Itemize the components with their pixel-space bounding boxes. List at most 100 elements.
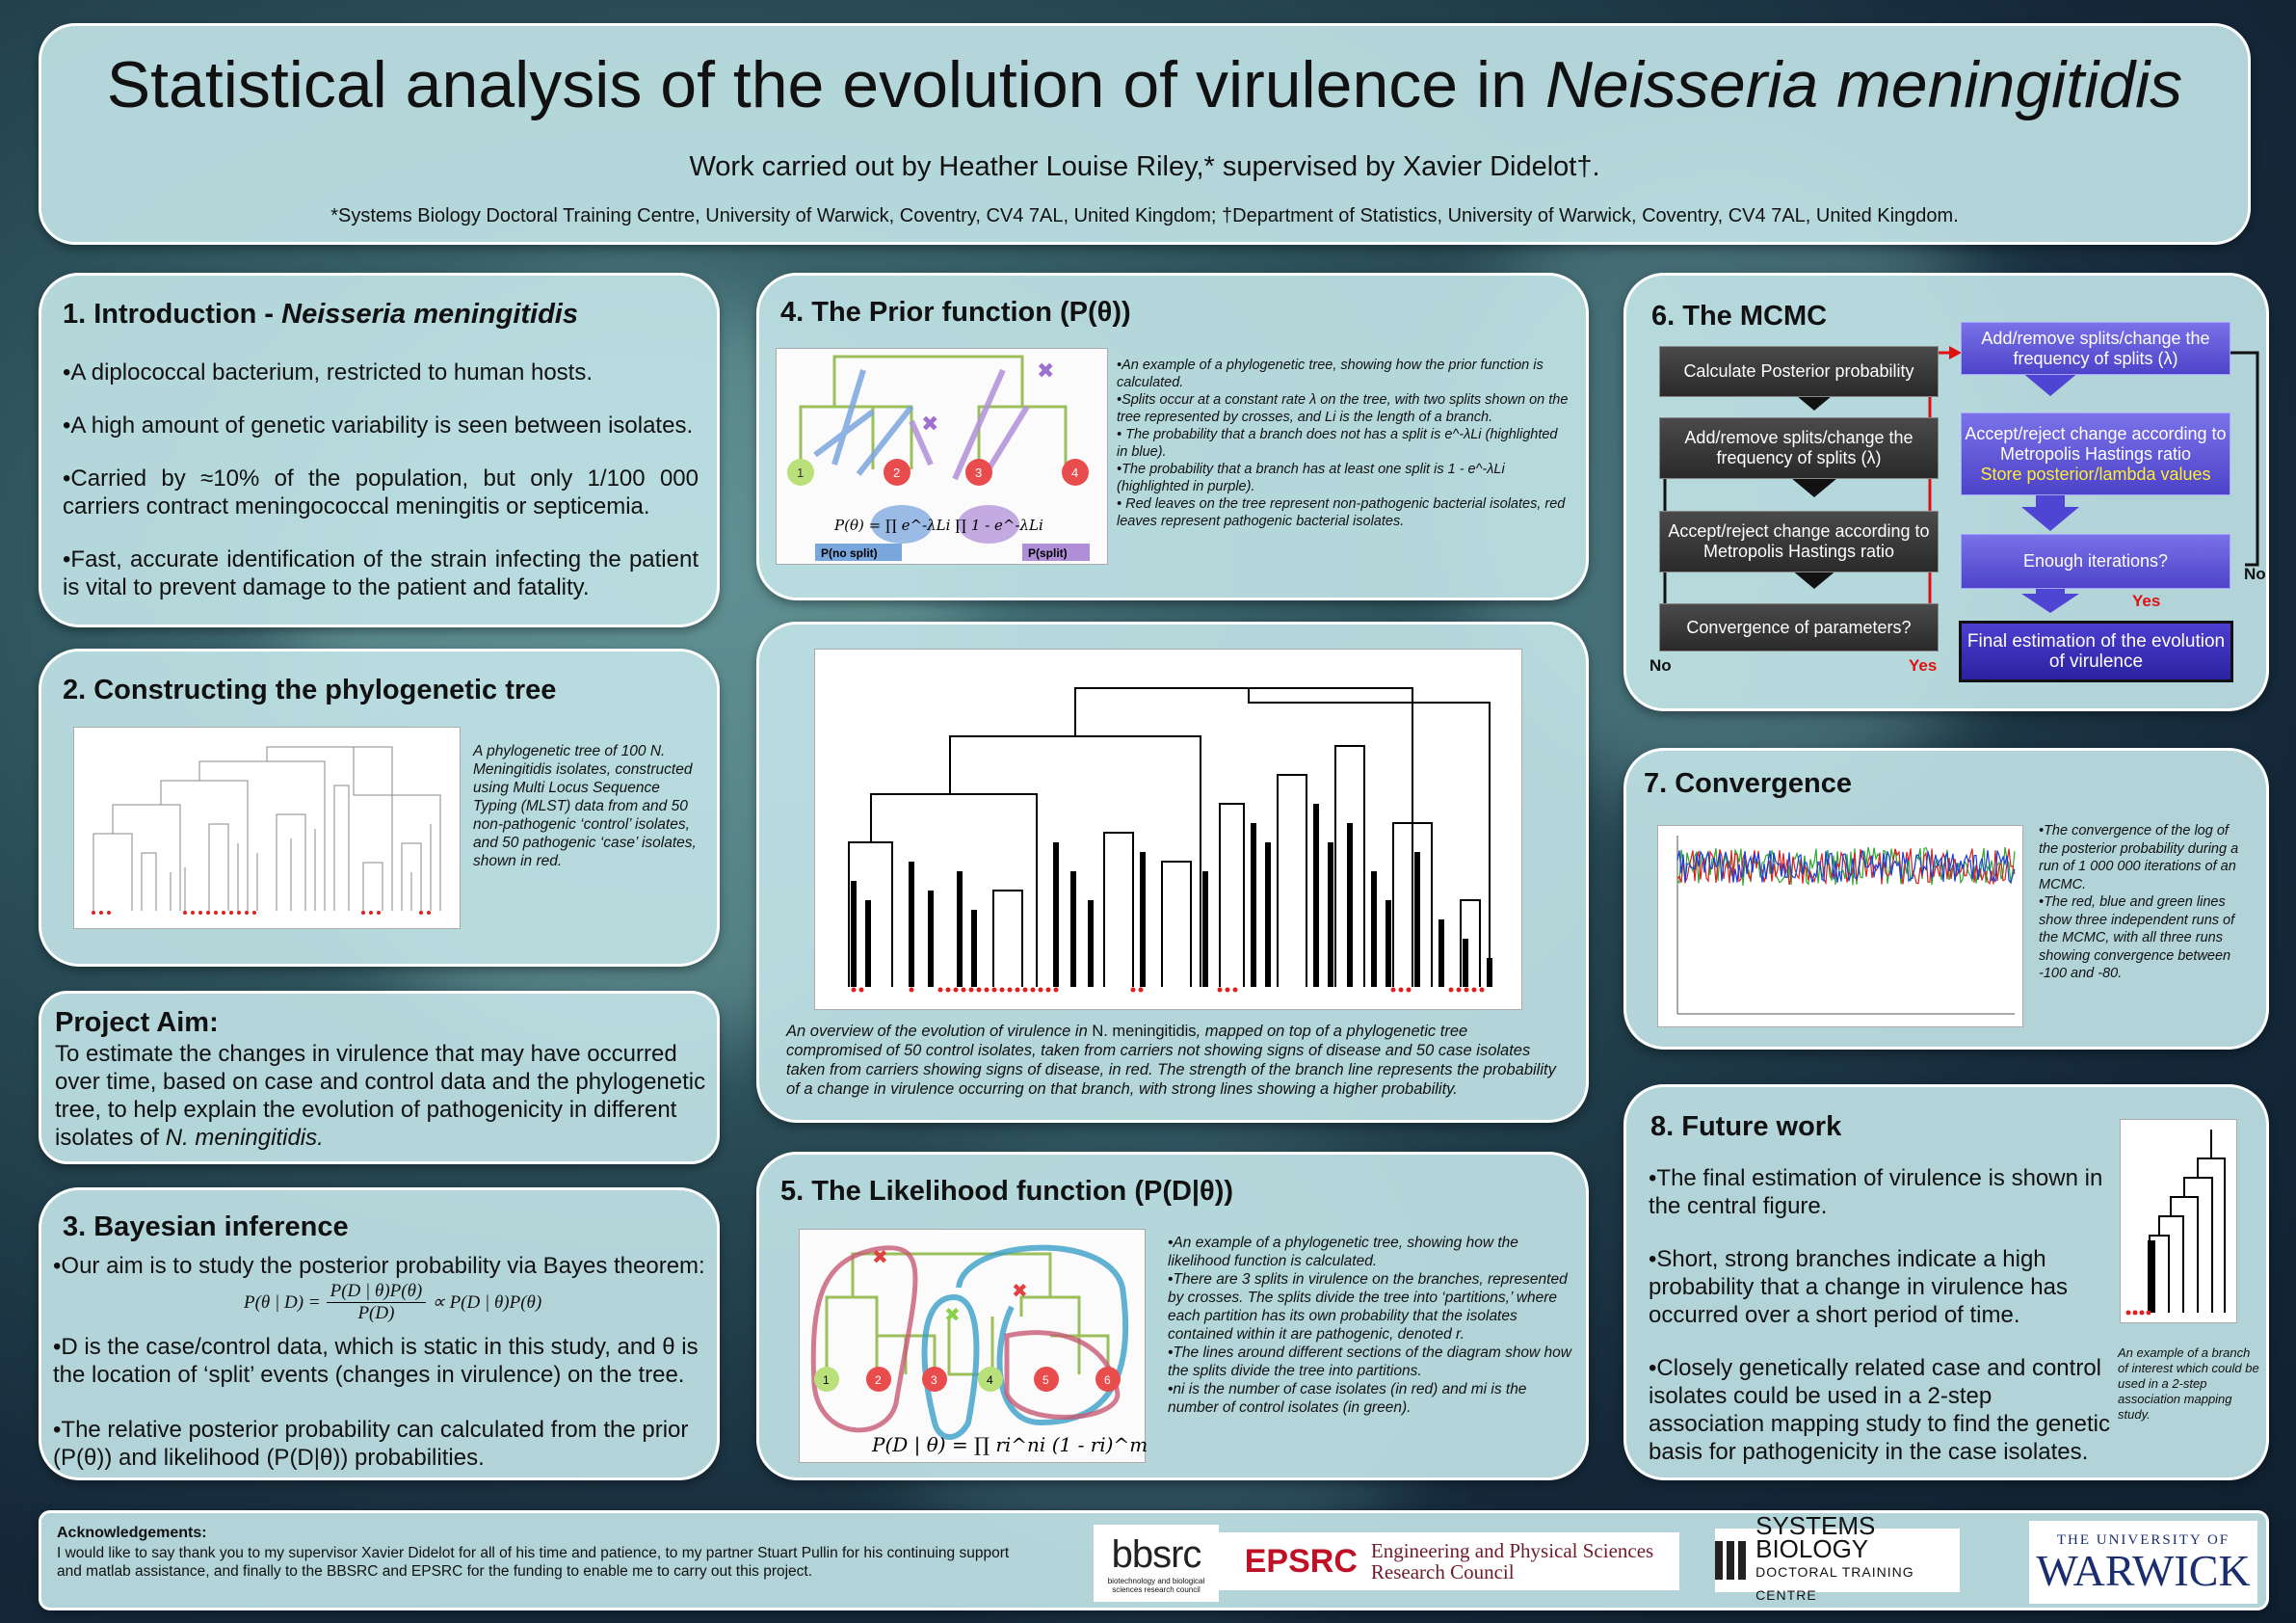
leaf-label: 1 — [823, 1373, 830, 1387]
leaf-label: 3 — [931, 1373, 937, 1387]
bayes-panel: 3. Bayesian inference •Our aim is to stu… — [39, 1187, 720, 1480]
flow-accept-right: Accept/reject change according to Metrop… — [1961, 412, 2230, 495]
bayes-line1: •Our aim is to study the posterior proba… — [53, 1253, 705, 1279]
split-cross-icon: ✖ — [1012, 1281, 1028, 1302]
warwick-logo: THE UNIVERSITY OF WARWICK — [2029, 1521, 2257, 1604]
leaf-label: 6 — [1104, 1373, 1111, 1387]
overview-panel: An overview of the evolution of virulenc… — [756, 622, 1589, 1123]
footer-panel: Acknowledgements: I would like to say th… — [39, 1510, 2269, 1610]
split-cross-icon: ✖ — [1037, 359, 1054, 383]
flow-accept-left: Accept/reject change according to Metrop… — [1659, 511, 1939, 572]
affiliations: *Systems Biology Doctoral Training Centr… — [330, 205, 1959, 226]
leaf-label: 4 — [987, 1373, 993, 1387]
convergence-svg — [1676, 836, 2016, 1015]
overview-caption: An overview of the evolution of virulenc… — [786, 1023, 1556, 1098]
mcmc-yes-left: Yes — [1909, 656, 1938, 675]
future-title: 8. Future work — [1650, 1111, 1842, 1142]
ack-text: I would like to say thank you to my supe… — [57, 1545, 1010, 1580]
flow-enough-iterations: Enough iterations? — [1961, 534, 2230, 589]
future-caption: An example of a branch of interest which… — [2118, 1345, 2259, 1422]
intro-bullet: •A high amount of genetic variability is… — [63, 412, 694, 439]
future-bullet: •The final estimation of virulence is sh… — [1649, 1165, 2103, 1219]
bayes-title: 3. Bayesian inference — [63, 1211, 349, 1242]
prior-title: 4. The Prior function (P(θ)) — [780, 297, 1131, 328]
likelihood-caption: •An example of a phylogenetic tree, show… — [1168, 1235, 1571, 1416]
flow-convergence: Convergence of parameters? — [1659, 603, 1939, 652]
intro-bullets: •A diplococcal bacterium, restricted to … — [63, 359, 699, 625]
flow-calc-posterior: Calculate Posterior probability — [1659, 346, 1939, 397]
p-split-label: P(split) — [1028, 546, 1068, 560]
leaf-4 — [1062, 459, 1089, 486]
intro-title: 1. Introduction - Neisseria meningitidis — [63, 299, 578, 330]
ack-title: Acknowledgements: — [57, 1525, 207, 1541]
intro-panel: 1. Introduction - Neisseria meningitidis… — [39, 273, 720, 627]
authors: Work carried out by Heather Louise Riley… — [689, 151, 1600, 182]
intro-bullet: •A diplococcal bacterium, restricted to … — [63, 359, 593, 386]
prior-diagram: 1 2 3 4 ✖ ✖ P(θ) = ∏ e^-λLi ∏ 1 - e^-λLi… — [776, 348, 1108, 565]
leaf-label-2: 2 — [893, 466, 900, 480]
flow-final-estimation: Final estimation of the evolution of vir… — [1959, 621, 2233, 682]
bayes-formula: P(θ | D) = P(D | θ)P(θ) P(D) ∝ P(D | θ)P… — [244, 1281, 542, 1323]
leaf-label: 2 — [875, 1373, 882, 1387]
title-text: Statistical analysis of the evolution of… — [106, 48, 1545, 121]
convergence-panel: 7. Convergence •The convergence of the l… — [1623, 748, 2269, 1050]
leaf-1 — [787, 459, 814, 486]
leaf-label: 5 — [1042, 1373, 1049, 1387]
title-italic: Neisseria meningitidis — [1544, 48, 2183, 121]
leaf-2 — [884, 459, 910, 486]
aim-panel: Project Aim: To estimate the changes in … — [39, 991, 720, 1164]
likelihood-tree-svg: ✖ ✖ ✖ 1 2 3 4 5 6 P(D | θ) = ∏ ri^ni (1 … — [810, 1244, 1154, 1457]
systems-biology-logo: SYSTEMS BIOLOGY DOCTORAL TRAINING CENTRE — [1715, 1513, 1960, 1603]
header-panel: Statistical analysis of the evolution of… — [39, 23, 2251, 245]
mcmc-no-left: No — [1649, 656, 1672, 675]
prior-panel: 4. The Prior function (P(θ)) 1 2 3 4 ✖ ✖ — [756, 273, 1589, 600]
p-no-split-label: P(no split) — [821, 546, 878, 560]
convergence-caption: •The convergence of the log of the poste… — [2039, 823, 2239, 981]
leaf-label-1: 1 — [797, 466, 804, 480]
mcmc-yes-right: Yes — [2132, 592, 2161, 610]
likelihood-formula: P(D | θ) = ∏ ri^ni (1 - ri)^mi — [871, 1433, 1147, 1457]
mcmc-title: 6. The MCMC — [1651, 301, 1828, 332]
leaf-label-3: 3 — [975, 466, 982, 480]
convergence-title: 7. Convergence — [1644, 768, 1852, 799]
mcmc-no-right: No — [2244, 565, 2266, 583]
split-cross-icon: ✖ — [944, 1305, 961, 1326]
flow-add-remove-right: Add/remove splits/change the frequency o… — [1961, 322, 2230, 375]
prior-formula: P(θ) = ∏ e^-λLi ∏ 1 - e^-λLi — [833, 517, 1043, 534]
future-bullets: •The final estimation of virulence is sh… — [1649, 1164, 2111, 1477]
sysbio-grid-icon — [1715, 1541, 1749, 1580]
future-branch-figure — [2120, 1119, 2237, 1323]
flow-add-remove-left: Add/remove splits/change the frequency o… — [1659, 417, 1939, 479]
mcmc-panel: 6. The MCMC Calculate Posterior probabil… — [1623, 273, 2269, 711]
prior-tree-svg: 1 2 3 4 ✖ ✖ P(θ) = ∏ e^-λLi ∏ 1 - e^-λLi… — [787, 355, 1090, 561]
future-bullet: •Short, strong branches indicate a high … — [1649, 1246, 2068, 1328]
constructing-title: 2. Constructing the phylogenetic tree — [63, 675, 557, 705]
intro-bullet: •Carried by ≈10% of the population, but … — [63, 466, 699, 519]
likelihood-title: 5. The Likelihood function (P(D|θ)) — [780, 1176, 1234, 1207]
aim-title: Project Aim: — [55, 1007, 219, 1038]
likelihood-diagram: ✖ ✖ ✖ 1 2 3 4 5 6 P(D | θ) = ∏ ri^ni (1 … — [799, 1229, 1154, 1463]
poster-title: Statistical analysis of the evolution of… — [41, 47, 2248, 122]
overview-tree-svg — [848, 687, 1492, 993]
future-bullet: •Closely genetically related case and co… — [1649, 1355, 2110, 1465]
leaf-label-4: 4 — [1071, 466, 1078, 480]
aim-text: To estimate the changes in virulence tha… — [55, 1041, 706, 1151]
epsrc-logo: EPSRC Engineering and Physical Sciences … — [1219, 1532, 1679, 1590]
split-cross-icon: ✖ — [921, 412, 938, 436]
bbsrc-logo: bbsrc biotechnology and biological scien… — [1094, 1525, 1219, 1602]
phylo-tree-figure — [73, 727, 461, 929]
overview-tree-figure — [814, 649, 1522, 1010]
bayes-line3: •The relative posterior probability can … — [53, 1417, 689, 1471]
future-branch-svg — [2125, 1130, 2226, 1316]
intro-bullet: •Fast, accurate identification of the st… — [63, 546, 699, 600]
store-values-text: Store posterior/lambda values — [1980, 464, 2211, 484]
future-panel: 8. Future work •The final estimation of … — [1623, 1084, 2269, 1480]
likelihood-panel: 5. The Likelihood function (P(D|θ)) ✖ ✖ … — [756, 1152, 1589, 1480]
convergence-plot — [1657, 825, 2023, 1027]
bayes-line2: •D is the case/control data, which is st… — [53, 1334, 699, 1388]
phylo-tree-small — [92, 746, 441, 915]
constructing-caption: A phylogenetic tree of 100 N. Meningitid… — [473, 743, 697, 869]
split-cross-icon: ✖ — [872, 1247, 888, 1268]
leaf-3 — [965, 459, 992, 486]
constructing-panel: 2. Constructing the phylogenetic tree A … — [39, 649, 720, 967]
